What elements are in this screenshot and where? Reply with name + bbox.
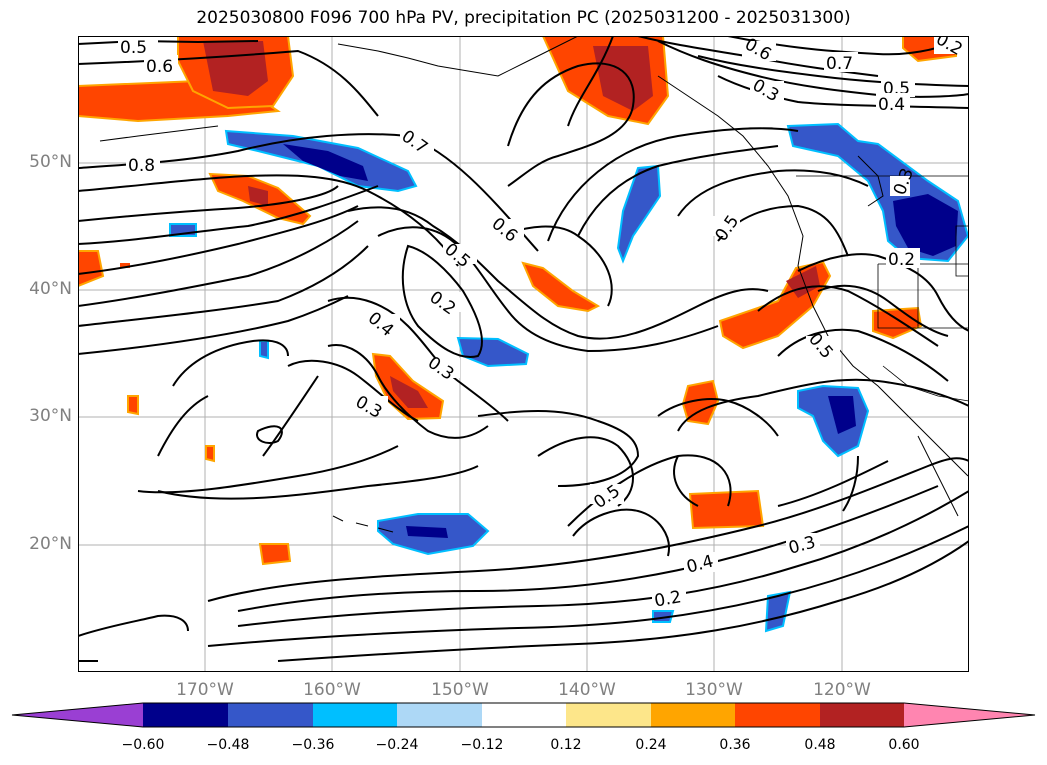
- graticule: [78, 36, 969, 672]
- colorbar-segment: [904, 703, 1035, 727]
- colorbar-tick: 0.36: [719, 737, 751, 753]
- contour-label: 0.7: [826, 54, 853, 74]
- contour-label: 0.4: [878, 95, 905, 115]
- lat-label: 20°N: [29, 534, 72, 554]
- lon-label: 140°W: [558, 680, 616, 700]
- colorbar-segment: [397, 703, 482, 727]
- lat-label: 40°N: [29, 279, 72, 299]
- colorbar-tick: 0.12: [550, 737, 582, 753]
- colorbar-segment: [651, 703, 735, 727]
- coastlines: [99, 36, 969, 533]
- contour-label: 0.6: [146, 57, 173, 77]
- contour-label: 0.2: [888, 250, 915, 270]
- colorbar-segment: [313, 703, 397, 727]
- colorbar-segment: [482, 703, 566, 727]
- contour-label: 0.5: [804, 329, 837, 363]
- colorbar-tick: 0.48: [804, 737, 836, 753]
- lon-label: 120°W: [813, 680, 871, 700]
- colorbar-segment: [566, 703, 651, 727]
- positive-anomaly-shading: [78, 36, 960, 566]
- lon-label: 150°W: [431, 680, 489, 700]
- colorbar-tick: −0.24: [375, 737, 419, 753]
- lat-label: 50°N: [29, 152, 72, 172]
- lat-label: 30°N: [29, 406, 72, 426]
- colorbar-segment: [820, 703, 904, 727]
- contour-label: 0.8: [128, 156, 155, 176]
- colorbar-segment: [735, 703, 820, 727]
- contour-label: 0.3: [424, 353, 458, 385]
- colorbar-tick: −0.60: [121, 737, 165, 753]
- colorbar-segment: [228, 703, 313, 727]
- colorbar-segment: [12, 703, 143, 727]
- colorbar-tick: 0.60: [888, 737, 920, 753]
- map-title: 2025030800 F096 700 hPa PV, precipitatio…: [196, 8, 851, 28]
- negative-anomaly-shading: [169, 122, 969, 633]
- contour-label: 0.5: [120, 38, 147, 58]
- colorbar-tick: −0.48: [206, 737, 250, 753]
- map-canvas: 0.5 0.6 0.8 0.7 0.6 0.5 0.2 0.4 0.3 0.3 …: [78, 36, 969, 672]
- contour-label: 0.2: [653, 587, 683, 611]
- colorbar-segment: [143, 703, 228, 727]
- lon-label: 130°W: [685, 680, 743, 700]
- lon-label: 170°W: [176, 680, 234, 700]
- colorbar-tick: 0.24: [635, 737, 667, 753]
- map-panel: 0.5 0.6 0.8 0.7 0.6 0.5 0.2 0.4 0.3 0.3 …: [78, 36, 969, 672]
- contour-label: 0.6: [488, 214, 522, 247]
- colorbar-tick: −0.36: [291, 737, 335, 753]
- colorbar-tick: −0.12: [460, 737, 504, 753]
- contour-label-group: 0.5 0.6 0.8 0.7 0.6 0.5 0.2 0.4 0.3 0.3 …: [118, 36, 968, 612]
- colorbar: [11, 702, 1036, 728]
- colorbar-outline: [11, 702, 1036, 728]
- lon-label: 160°W: [303, 680, 361, 700]
